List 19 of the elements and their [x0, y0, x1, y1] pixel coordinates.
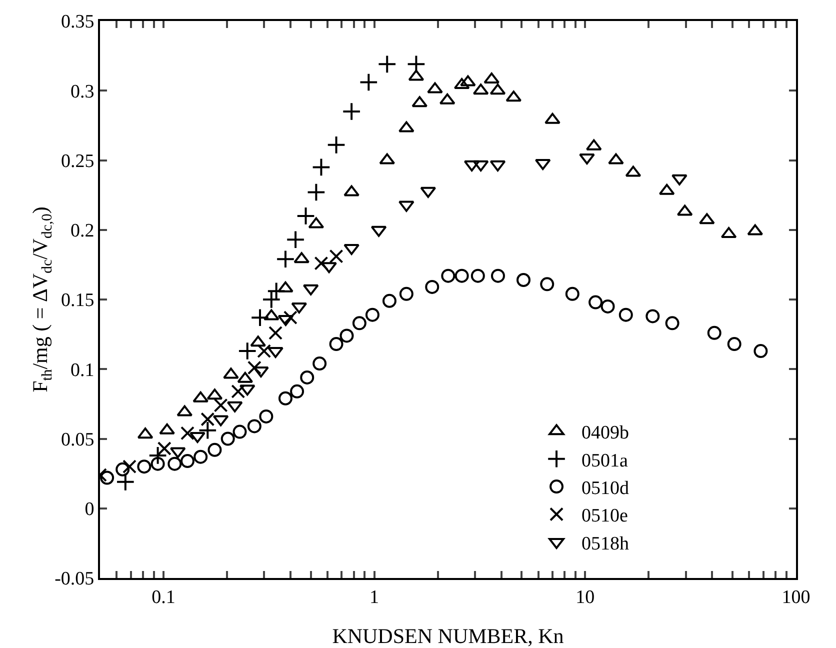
- legend-label: 0518h: [582, 533, 630, 554]
- y-tick-label: 0.35: [60, 12, 94, 33]
- x-axis-title: KNUDSEN NUMBER, Kn: [332, 624, 564, 648]
- legend-label: 0409b: [582, 422, 630, 444]
- x-tick-label: 0.1: [152, 586, 176, 608]
- y-tick-label: -0.05: [54, 568, 94, 590]
- legend-label: 0501a: [582, 450, 629, 472]
- y-tick-label: 0.25: [60, 150, 94, 172]
- legend-label: 0510e: [582, 506, 628, 527]
- y-tick-label: 0.3: [70, 81, 94, 102]
- y-tick-label: 0.2: [70, 220, 94, 242]
- y-tick-label: 0.15: [60, 290, 94, 312]
- x-tick-label: 1: [370, 586, 380, 608]
- x-tick-label: 100: [782, 586, 810, 608]
- y-tick-label: 0: [84, 499, 94, 520]
- legend-label: 0510d: [582, 478, 630, 499]
- x-tick-label: 10: [576, 586, 595, 608]
- y-tick-label: 0.1: [70, 360, 94, 381]
- y-tick-label: 0.05: [60, 429, 94, 450]
